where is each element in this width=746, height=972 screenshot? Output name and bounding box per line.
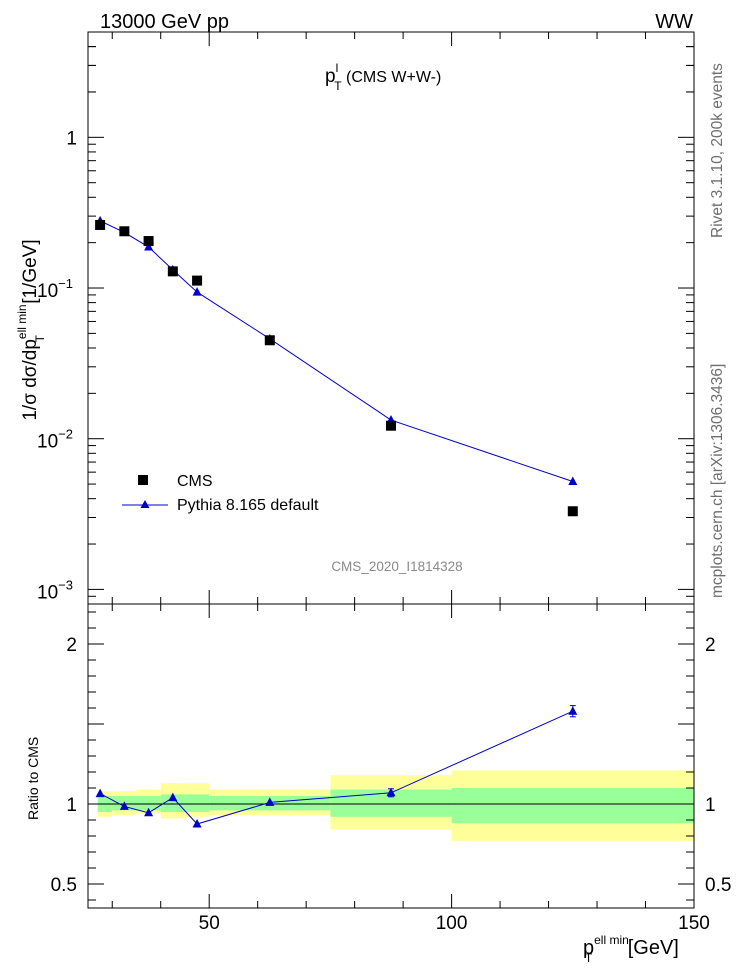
ratio-y-tick-label-right: 2 (705, 635, 716, 656)
data-point (264, 335, 275, 346)
header-process: WW (655, 11, 693, 33)
x-tick-label: 150 (678, 913, 710, 934)
mc-line (99, 220, 573, 482)
main-ylabel: 1/σ dσ/dpell min T [1/GeV] (15, 239, 47, 420)
ratio-mc-line (99, 710, 574, 825)
plot-title-sup: l (336, 61, 339, 75)
legend-mc-marker (140, 500, 150, 508)
main-ylabel-part: 1/σ dσ/dp (20, 339, 41, 421)
legend: CMS Pythia 8.165 default (122, 473, 319, 514)
y-tick-label: 10−1 (37, 276, 73, 302)
data-point (119, 226, 130, 237)
data-point (192, 275, 203, 286)
ratio-mc-point (168, 792, 178, 802)
x-axis-label: pell min T [GeV] (583, 933, 679, 965)
x-tick-label: 100 (436, 913, 468, 934)
data-point (143, 236, 154, 247)
x-axis-label-unit: [GeV] (622, 937, 679, 959)
main-frame (87, 31, 695, 605)
main-ylabel-part: ell min (15, 304, 29, 339)
ratio-mc-point (568, 706, 578, 715)
mc-point (192, 287, 202, 296)
ratio-mc-point (192, 819, 202, 828)
ratio-band-inner (136, 796, 161, 811)
y-tick-label-base: 10 (37, 432, 58, 453)
ratio-y-tick-label: 1 (66, 795, 77, 816)
data-point (567, 506, 578, 517)
ratio-mc-point (95, 788, 105, 798)
data-point (167, 266, 178, 277)
y-tick-label-exp: −1 (58, 276, 73, 291)
ratio-panel: 50 100 150 2 2 1 1 0.5 0.5 (51, 603, 731, 934)
ratio-y-tick-label-right: 1 (705, 795, 716, 816)
ratio-mc-point (265, 797, 275, 806)
ratio-y-tick-label: 2 (66, 635, 77, 656)
ratio-frame (87, 603, 695, 909)
plot-title: pl T (CMS W+W-) (325, 61, 441, 93)
mc-point (568, 476, 578, 486)
ratio-band-inner (451, 788, 694, 824)
y-tick-label: 10−2 (37, 427, 73, 453)
mcplots-info: mcplots.cern.ch [arXiv:1306.3436] (709, 364, 726, 598)
data-point (95, 219, 106, 230)
y-tick-label-exp: −3 (58, 577, 73, 592)
main-ylabel-part: T (33, 334, 47, 342)
y-tick-label-base: 10 (37, 281, 58, 302)
ratio-mc-point (386, 787, 396, 797)
ratio-band-inner (160, 794, 185, 812)
plot-title-sub: T (334, 79, 342, 93)
plot-title-rest: (CMS W+W-) (342, 69, 442, 86)
y-tick-label-exp: −2 (58, 427, 73, 442)
main-ylabel-part: [1/GeV] (20, 239, 41, 309)
ratio-ylabel: Ratio to CMS (25, 737, 41, 820)
y-tick-label: 1 (66, 128, 77, 149)
ratio-mc-point (144, 807, 154, 817)
main-panel: 110−110−210−3 (37, 31, 695, 605)
plot-title-main: p (325, 66, 336, 87)
ratio-mc-point (119, 801, 129, 810)
header-energy: 13000 GeV pp (100, 11, 229, 33)
analysis-id: CMS_2020_I1814328 (331, 559, 462, 574)
x-tick-label: 50 (199, 913, 220, 934)
y-tick-label-base: 10 (37, 582, 58, 603)
ratio-band-inner (184, 794, 210, 812)
rivet-info: Rivet 3.1.10, 200k events (709, 63, 726, 238)
legend-mc-label: Pythia 8.165 default (177, 497, 319, 514)
y-tick-label: 10−3 (37, 577, 73, 603)
ratio-y-tick-label-right: 0.5 (705, 875, 731, 896)
legend-cms-marker (138, 475, 148, 485)
legend-cms-label: CMS (177, 473, 213, 490)
ratio-y-tick-label: 0.5 (51, 875, 77, 896)
x-axis-label-main: p (583, 937, 594, 959)
data-point (386, 420, 396, 431)
main-ylabel-text: 1/σ dσ/dpell min T [1/GeV] (15, 239, 47, 420)
x-axis-label-sub: T (585, 951, 593, 965)
x-axis-label-sup: ell min (594, 933, 629, 947)
mc-point (144, 242, 154, 251)
